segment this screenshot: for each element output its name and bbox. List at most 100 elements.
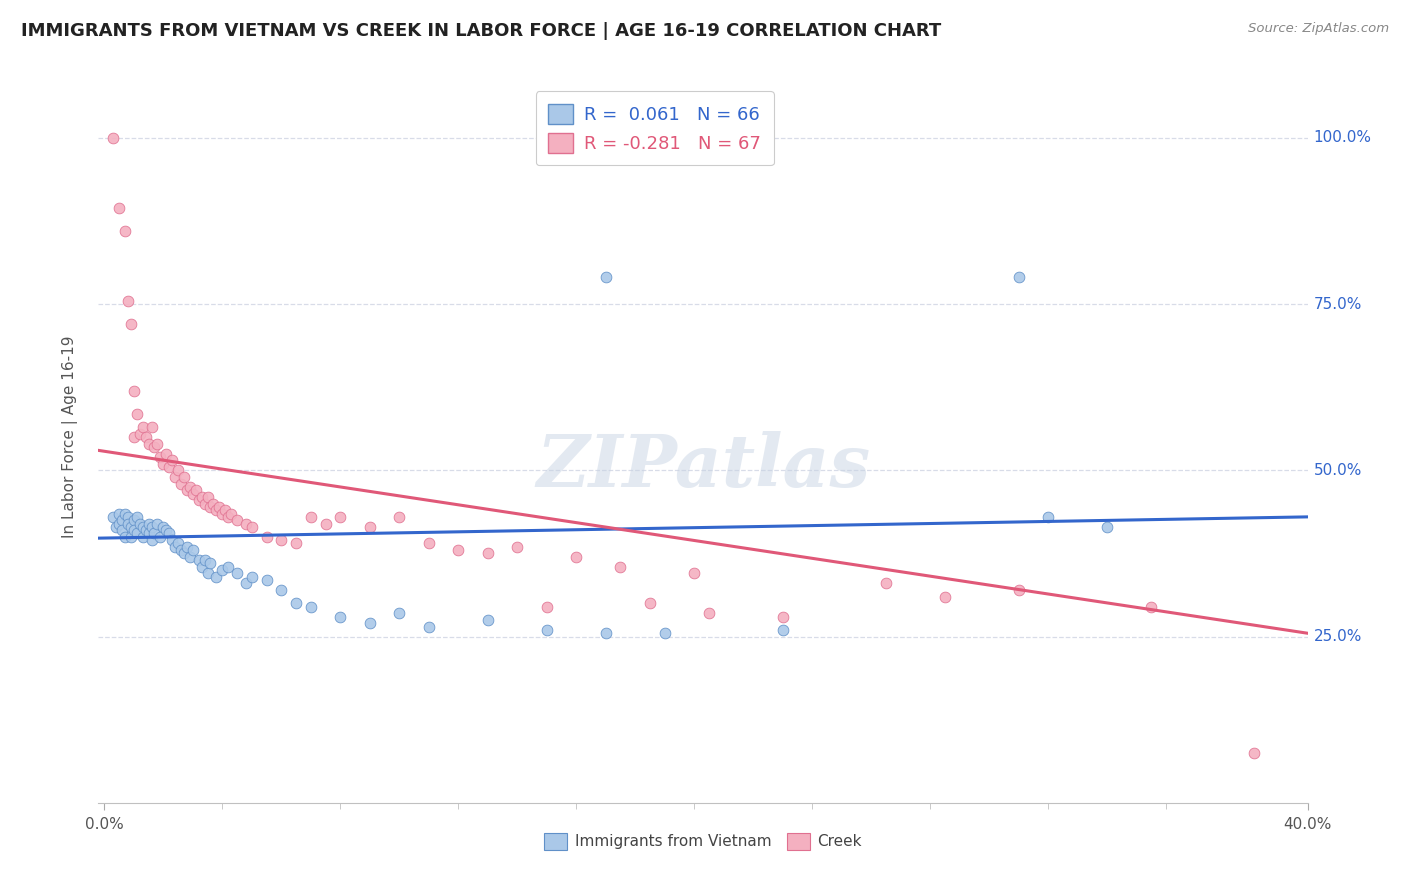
Point xyxy=(240,570,263,584)
Point xyxy=(217,509,239,524)
Point xyxy=(125,509,148,524)
Point xyxy=(1095,520,1118,534)
Point xyxy=(299,509,322,524)
Point xyxy=(299,599,322,614)
Point xyxy=(146,516,169,531)
Point xyxy=(536,599,558,614)
Point xyxy=(1007,582,1029,597)
Point xyxy=(167,463,190,477)
Point xyxy=(1036,509,1059,524)
Point xyxy=(173,470,195,484)
Point xyxy=(211,507,233,521)
Point xyxy=(208,500,231,514)
Point xyxy=(447,543,470,558)
Point xyxy=(117,516,139,531)
Point xyxy=(125,526,148,541)
Point xyxy=(160,533,183,548)
Point xyxy=(388,607,411,621)
Point xyxy=(256,573,278,587)
Point xyxy=(108,507,131,521)
Point xyxy=(111,513,134,527)
Point xyxy=(149,530,172,544)
Point xyxy=(173,546,195,560)
Point xyxy=(111,523,134,537)
Point xyxy=(934,590,956,604)
Point xyxy=(108,201,131,215)
Point xyxy=(160,453,183,467)
Point xyxy=(131,420,153,434)
Point xyxy=(285,536,308,550)
Point xyxy=(194,497,217,511)
Point xyxy=(200,557,222,571)
Text: 100.0%: 100.0% xyxy=(1313,130,1372,145)
Point xyxy=(101,131,124,145)
Point xyxy=(155,523,177,537)
Point xyxy=(138,436,160,450)
Point xyxy=(565,549,588,564)
Point xyxy=(181,486,204,500)
Point xyxy=(179,480,201,494)
Text: 50.0%: 50.0% xyxy=(1313,463,1362,478)
Point xyxy=(131,530,153,544)
Point xyxy=(114,224,136,238)
Y-axis label: In Labor Force | Age 16-19: In Labor Force | Age 16-19 xyxy=(62,335,77,539)
Point xyxy=(359,520,381,534)
Point xyxy=(128,426,150,441)
Point xyxy=(125,407,148,421)
Point xyxy=(595,270,617,285)
Point xyxy=(117,293,139,308)
Point xyxy=(165,540,187,554)
Point xyxy=(184,483,207,498)
Point xyxy=(638,596,661,610)
Point xyxy=(418,536,440,550)
Point xyxy=(240,520,263,534)
Point xyxy=(138,516,160,531)
Point xyxy=(114,507,136,521)
Point xyxy=(187,493,209,508)
Point xyxy=(141,533,163,548)
Point xyxy=(285,596,308,610)
Point xyxy=(190,490,212,504)
Point xyxy=(122,384,145,398)
Point xyxy=(170,543,193,558)
Point xyxy=(772,623,794,637)
Point xyxy=(197,566,219,581)
Point xyxy=(181,543,204,558)
Point xyxy=(179,549,201,564)
Text: ZIPatlas: ZIPatlas xyxy=(536,431,870,502)
Point xyxy=(200,500,222,514)
Point xyxy=(477,613,499,627)
Point xyxy=(138,526,160,541)
Text: 25.0%: 25.0% xyxy=(1313,629,1362,644)
Point xyxy=(170,476,193,491)
Point xyxy=(418,619,440,633)
Point xyxy=(875,576,897,591)
Point xyxy=(536,623,558,637)
Text: Source: ZipAtlas.com: Source: ZipAtlas.com xyxy=(1249,22,1389,36)
Point xyxy=(477,546,499,560)
Point xyxy=(157,526,180,541)
Point xyxy=(1007,270,1029,285)
Point xyxy=(120,317,142,331)
Point xyxy=(101,509,124,524)
Point xyxy=(122,513,145,527)
Point xyxy=(135,523,157,537)
Point xyxy=(205,503,228,517)
Point xyxy=(117,509,139,524)
Point xyxy=(157,460,180,475)
Point xyxy=(197,490,219,504)
Point xyxy=(131,520,153,534)
Point xyxy=(205,570,228,584)
Point xyxy=(149,450,172,464)
Point xyxy=(329,609,352,624)
Point xyxy=(359,616,381,631)
Point xyxy=(122,523,145,537)
Point xyxy=(683,566,706,581)
Point xyxy=(329,509,352,524)
Point xyxy=(190,559,212,574)
Point xyxy=(1140,599,1163,614)
Point xyxy=(211,563,233,577)
Point xyxy=(165,470,187,484)
Point xyxy=(235,576,257,591)
Point xyxy=(120,530,142,544)
